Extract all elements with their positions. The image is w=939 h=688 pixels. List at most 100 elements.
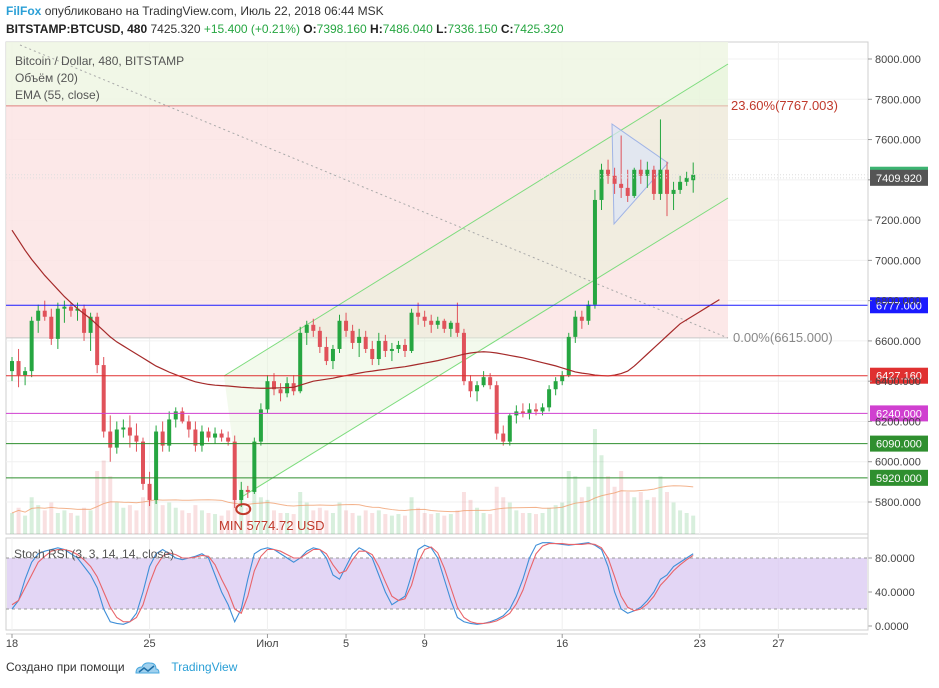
volume-bar (127, 505, 132, 534)
candle-body (134, 435, 139, 442)
volume-bar (141, 497, 145, 534)
volume-bar (389, 515, 394, 534)
fib-label-0: 0.00%(6615.000) (733, 330, 833, 345)
candle-body (75, 308, 80, 311)
tradingview-cloud-icon (135, 662, 160, 674)
volume-bar (219, 515, 224, 534)
candle-body (62, 306, 67, 309)
volume-bar (606, 476, 611, 534)
candle-body (88, 316, 93, 333)
candle-body (422, 316, 427, 321)
candle-body (82, 308, 87, 333)
candle-body (592, 199, 597, 305)
candle-body (285, 383, 290, 394)
candle-body (55, 308, 60, 339)
candle-body (226, 437, 231, 442)
volume-bar (16, 507, 21, 534)
publish-header: FilFox опубликовано на TradingView.com, … (6, 4, 384, 20)
candle-body (29, 320, 34, 372)
volume-bar (619, 471, 624, 534)
volume-bar (206, 513, 211, 534)
candle-body (501, 433, 506, 442)
price-tick-label: 6600.000 (875, 336, 921, 348)
volume-bar (422, 513, 427, 534)
price-tick-label: 6200.000 (875, 416, 921, 428)
candle-body (651, 169, 656, 194)
candle-body (121, 427, 126, 430)
legend-volume: Объём (20) (15, 71, 78, 85)
volume-bar (370, 513, 375, 534)
volume-bar (494, 486, 499, 534)
ohlc-header: BITSTAMP:BTCUSD, 480 7425.320 +15.400 (+… (6, 22, 564, 38)
candle-body (383, 340, 388, 351)
candle-body (265, 381, 270, 410)
volume-bar (108, 476, 113, 534)
candle-body (520, 411, 525, 414)
candle-body (68, 306, 73, 311)
candle-body (435, 320, 440, 325)
volume-bar (566, 471, 571, 534)
candle-body (258, 409, 263, 442)
volume-bar (82, 507, 87, 534)
level-tag-text: 6240.000 (876, 408, 922, 420)
level-tag (870, 297, 928, 314)
volume-bar (658, 476, 663, 534)
volume-bar (272, 510, 276, 534)
volume-bar (363, 510, 368, 534)
volume-bar (350, 513, 355, 534)
candle-body (16, 361, 21, 376)
volume-bar (245, 507, 250, 534)
candle-body (481, 377, 486, 386)
candle-body (619, 183, 624, 188)
candle-body (560, 375, 565, 382)
volume-bar (68, 513, 73, 534)
candle-body (199, 431, 204, 446)
volume-bar (612, 486, 617, 534)
candle-body (442, 320, 447, 329)
candle-body (612, 175, 617, 184)
volume-bar (435, 513, 440, 534)
volume-bar (553, 505, 558, 534)
high-value: 7486.040 (382, 22, 433, 36)
candle-body (10, 361, 14, 372)
author-name[interactable]: FilFox (6, 4, 42, 18)
volume-bar (344, 510, 349, 534)
candle-body (468, 381, 473, 392)
volume-bar (226, 510, 231, 534)
price-axis[interactable]: 8000.0007800.0007600.0007400.0007200.000… (6, 42, 928, 630)
legend-ema: EMA (55, close) (15, 88, 100, 102)
close-value: 7425.320 (513, 22, 564, 36)
candle-body (206, 431, 211, 438)
volume-bar (291, 514, 296, 534)
tradingview-link[interactable]: TradingView (171, 660, 238, 674)
horizontal-levels: 6777.000 6427.160 6240.000 6090.000 5920.000… (6, 297, 928, 533)
min-marker (235, 503, 252, 516)
fib-zone-lower (6, 105, 728, 338)
volume-bar (488, 514, 493, 534)
volume-bar (167, 502, 172, 534)
volume-bar (95, 471, 100, 534)
level-tag-text: 6777.000 (876, 300, 922, 312)
candle-body (645, 169, 650, 176)
candle-body (527, 409, 532, 414)
candle-body (403, 344, 407, 351)
level-tag (870, 367, 928, 384)
candle-body (678, 181, 683, 190)
volume-bar (383, 514, 388, 534)
time-axis[interactable]: 18 25 Июл 5 9 16 23 27 (6, 633, 868, 650)
volume-bar (258, 497, 263, 534)
candle-body (553, 381, 558, 390)
level-tag-text: 5920.000 (876, 473, 922, 485)
candle-body (213, 433, 218, 438)
candle-body (684, 177, 689, 182)
volume-bar (186, 513, 191, 534)
volume-bar (101, 460, 106, 534)
candle-body (599, 169, 604, 200)
price-tick-label: 7000.000 (875, 255, 921, 267)
candle-body (141, 441, 145, 484)
candle-body (638, 169, 643, 176)
time-tick-label: 18 (6, 638, 18, 650)
candle-body (416, 312, 421, 317)
volume-bar (632, 497, 637, 534)
